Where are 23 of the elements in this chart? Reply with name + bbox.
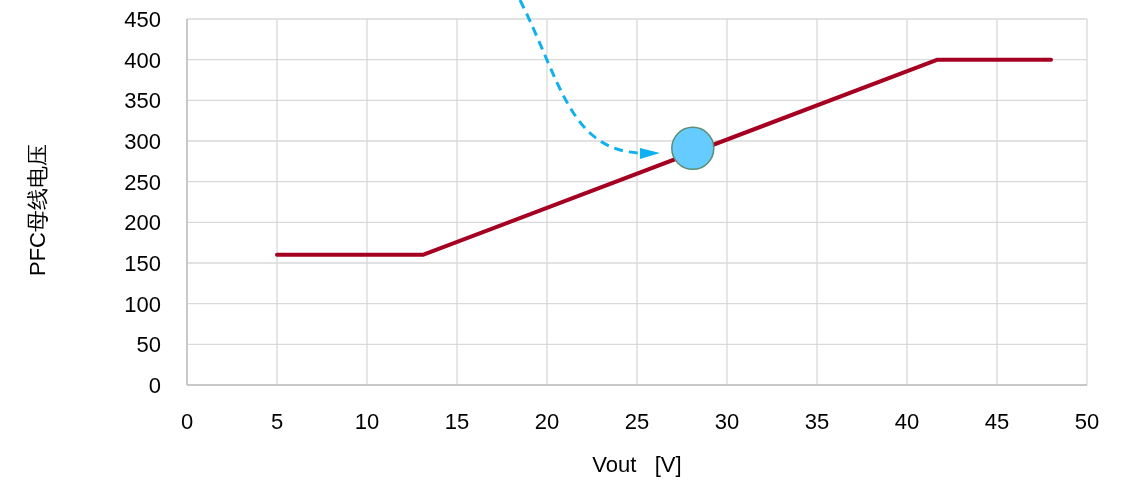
x-tick-label: 0 [180,409,194,434]
y-tick-label: 350 [124,88,161,114]
x-tick-label: 25 [624,409,650,434]
x-tick-label: 20 [534,409,560,434]
x-tick-label: 30 [714,409,740,434]
y-tick-label: 50 [136,332,161,358]
y-tick-label: 450 [124,7,161,32]
x-tick-label: 35 [804,409,830,434]
x-tick-label: 15 [444,409,470,434]
y-axis-title: PFC母线电压 [25,144,50,276]
y-tick-label: 400 [124,47,161,73]
y-tick-label: 0 [148,373,161,398]
x-tick-label: 5 [270,409,284,434]
x-tick-label: 45 [984,409,1010,434]
x-tick-label: 40 [894,409,920,434]
y-tick-label: 100 [124,291,161,317]
y-tick-label: 250 [124,169,161,195]
y-tick-label: 300 [124,129,161,154]
x-tick-label: 10 [354,409,380,434]
x-tick-label: 50 [1074,409,1100,434]
y-tick-label: 200 [124,210,161,236]
x-axis-title: Vout [V] [592,452,682,477]
y-tick-label: 150 [124,251,161,276]
